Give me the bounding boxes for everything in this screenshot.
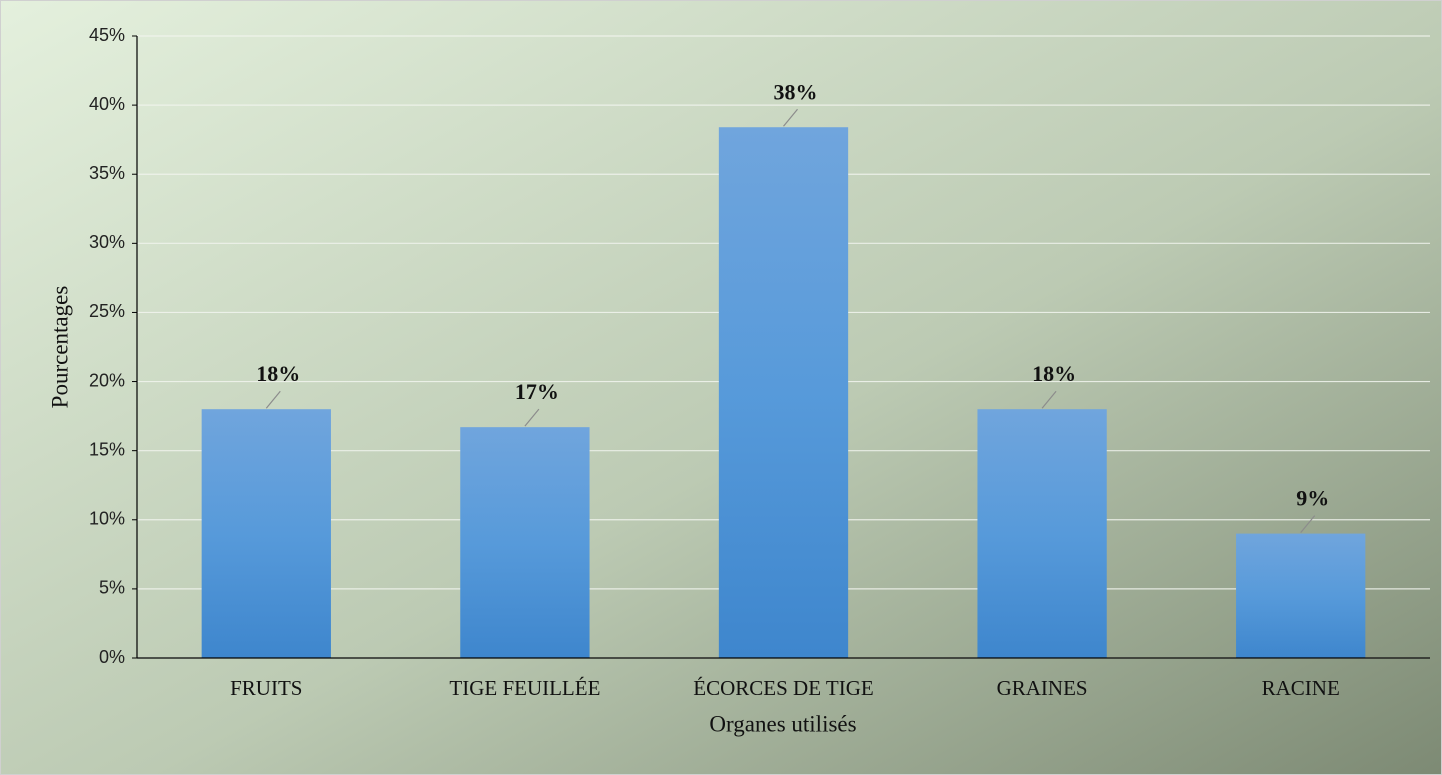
bar bbox=[201, 409, 331, 658]
y-tick-label: 45% bbox=[89, 25, 125, 45]
y-tick-label: 20% bbox=[89, 370, 125, 390]
leader-line bbox=[265, 390, 281, 409]
y-tick-label: 5% bbox=[99, 578, 125, 598]
data-label: 18% bbox=[256, 361, 300, 386]
data-label: 17% bbox=[515, 379, 559, 404]
leader-line bbox=[1300, 515, 1316, 533]
data-label: 18% bbox=[1032, 361, 1076, 386]
x-axis-title: Organes utilisés bbox=[709, 711, 856, 736]
leader-line bbox=[783, 108, 798, 127]
x-tick-label: TIGE FEUILLÉE bbox=[449, 676, 600, 700]
data-label: 9% bbox=[1296, 486, 1329, 511]
bar bbox=[1236, 533, 1366, 658]
y-tick-label: 10% bbox=[89, 509, 125, 529]
data-label: 38% bbox=[774, 79, 818, 104]
x-tick-label: FRUITS bbox=[230, 676, 302, 700]
x-tick-label: RACINE bbox=[1262, 676, 1340, 700]
y-tick-label: 25% bbox=[89, 301, 125, 321]
bar bbox=[460, 427, 590, 658]
y-tick-label: 15% bbox=[89, 439, 125, 459]
x-tick-label: GRAINES bbox=[997, 676, 1088, 700]
y-tick-label: 0% bbox=[99, 647, 125, 667]
x-tick-label: ÉCORCES DE TIGE bbox=[693, 676, 873, 700]
y-tick-label: 30% bbox=[89, 232, 125, 252]
y-axis-title: Pourcentages bbox=[47, 286, 72, 409]
bar bbox=[718, 127, 849, 658]
leader-line bbox=[1041, 390, 1057, 409]
y-tick-label: 40% bbox=[89, 94, 125, 114]
leader-line bbox=[524, 408, 540, 427]
bar bbox=[977, 409, 1107, 658]
y-tick-label: 35% bbox=[89, 163, 125, 183]
